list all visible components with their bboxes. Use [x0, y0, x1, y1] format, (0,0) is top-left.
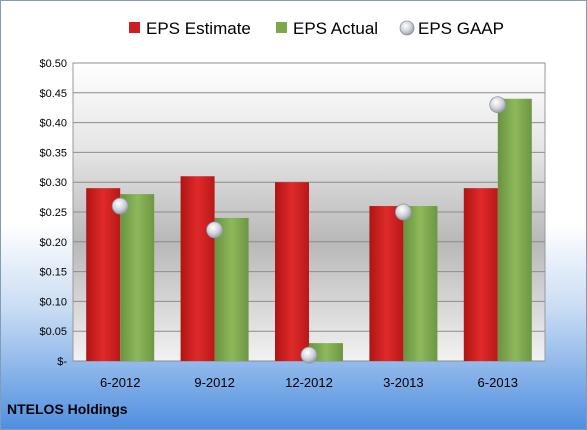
eps-gaap-point: [489, 96, 507, 114]
eps-gaap-point: [206, 221, 224, 239]
eps-actual-bar: [120, 194, 155, 361]
legend-label: EPS Estimate: [146, 19, 251, 38]
legend-label: EPS GAAP: [418, 19, 504, 38]
eps-actual-bar: [403, 206, 438, 361]
x-tick-label: 6-2012: [100, 375, 140, 390]
legend-actual: EPS Actual: [276, 19, 378, 38]
y-tick-label: $0.30: [39, 177, 67, 189]
eps-actual-bar: [497, 98, 532, 361]
y-tick-label: $-: [57, 356, 67, 368]
y-axis: $- $0.05 $0.10 $0.15 $0.20 $0.25 $0.30 $0.35 $0.…: [39, 58, 67, 368]
y-tick-label: $0.50: [39, 58, 67, 70]
bars: [86, 98, 532, 361]
gaap-points: [111, 96, 507, 364]
x-tick-label: 3-2013: [383, 375, 423, 390]
legend-estimate: EPS Estimate: [129, 19, 251, 38]
legend-swatch: [276, 22, 287, 33]
eps-estimate-bar: [86, 188, 121, 361]
y-tick-label: $0.05: [39, 326, 67, 338]
legend-marker: [399, 20, 415, 36]
eps-chart: $- $0.05 $0.10 $0.15 $0.20 $0.25 $0.30 $0.35 $0.…: [39, 19, 546, 390]
eps-estimate-bar: [463, 188, 498, 361]
eps-estimate-bar: [275, 182, 309, 361]
eps-gaap-point: [300, 346, 318, 364]
eps-gaap-point: [111, 197, 129, 215]
legend-swatch: [129, 22, 140, 33]
y-tick-label: $0.35: [39, 147, 67, 159]
y-tick-label: $0.15: [39, 267, 67, 279]
legend-gaap: EPS GAAP: [399, 19, 504, 38]
eps-actual-bar: [214, 217, 249, 361]
y-tick-label: $0.20: [39, 237, 67, 249]
x-tick-label: 9-2012: [194, 375, 234, 390]
x-tick-label: 6-2013: [478, 375, 518, 390]
x-tick-label: 12-2012: [285, 375, 333, 390]
eps-gaap-point: [394, 203, 412, 221]
eps-estimate-bar: [180, 176, 215, 361]
x-axis: 6-2012 9-2012 12-2012 3-2013 6-2013: [100, 375, 518, 390]
y-tick-label: $0.45: [39, 88, 67, 100]
y-tick-label: $0.10: [39, 296, 67, 308]
eps-actual-bar: [309, 343, 343, 361]
legend-label: EPS Actual: [293, 19, 378, 38]
y-tick-label: $0.25: [39, 207, 67, 219]
eps-estimate-bar: [369, 206, 404, 361]
legend: EPS Estimate EPS Actual EPS GAAP: [129, 19, 504, 38]
company-name: NTELOS Holdings: [7, 401, 128, 417]
y-tick-label: $0.40: [39, 118, 67, 130]
